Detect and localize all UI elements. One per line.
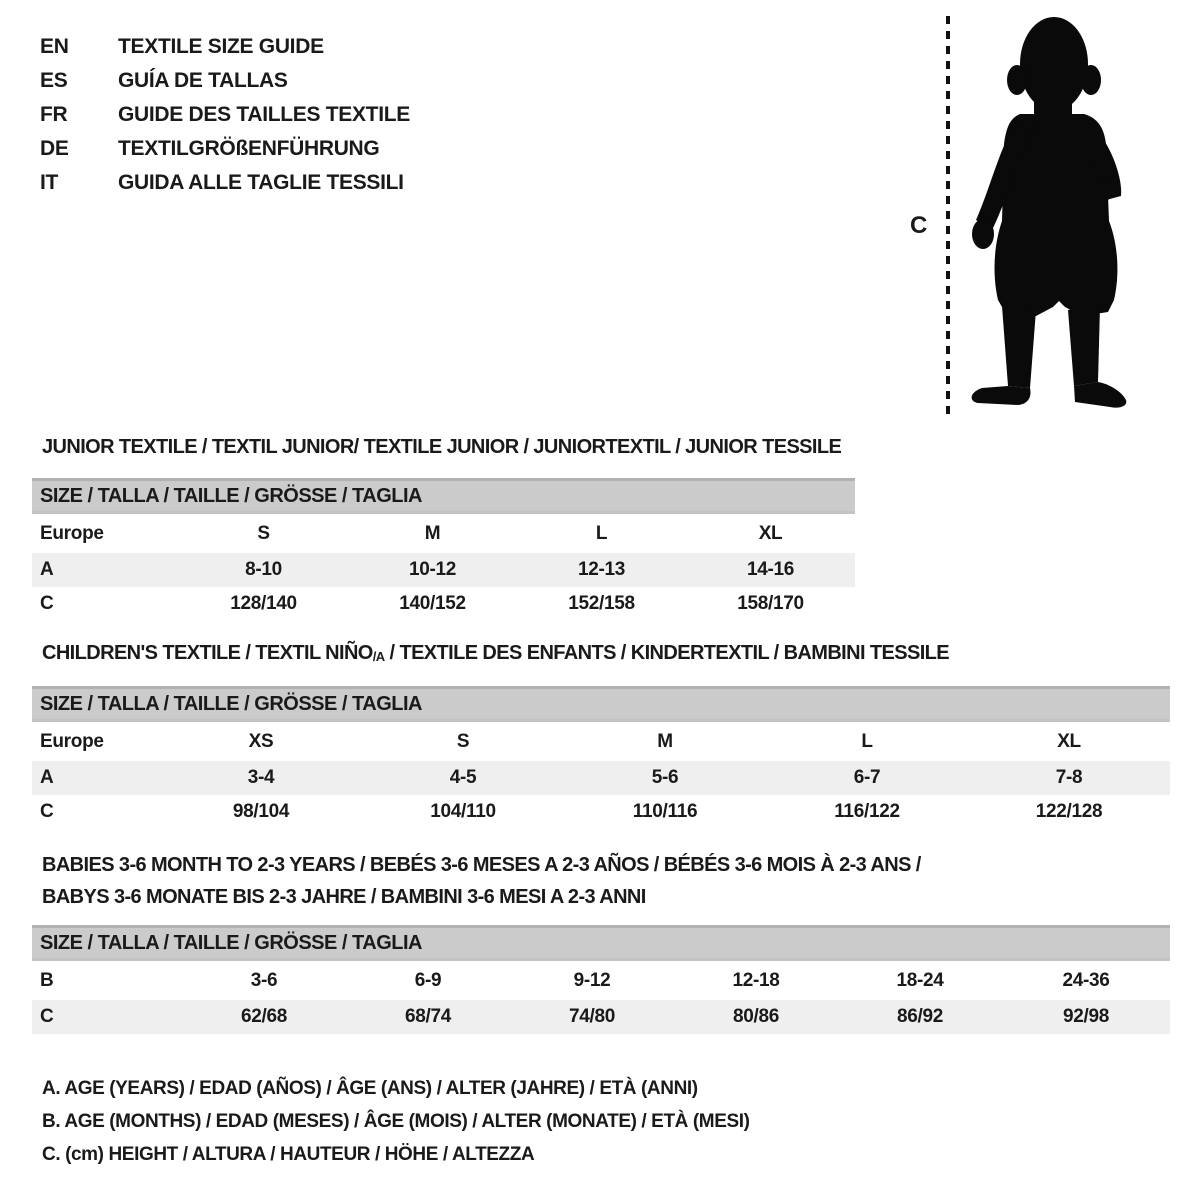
size-value: 14-16 bbox=[746, 559, 795, 580]
size-value: 152/158 bbox=[568, 593, 635, 614]
lang-row-it: IT GUIDA ALLE TAGLIE TESSILI bbox=[40, 166, 410, 200]
junior-size-table: SIZE / TALLA / TAILLE / GRÖSSE / TAGLIA … bbox=[32, 478, 856, 621]
babies-title-line1: BABIES 3-6 MONTH TO 2-3 YEARS / BEBÉS 3-… bbox=[42, 854, 921, 876]
size-value: M bbox=[424, 522, 441, 544]
size-value: 104/110 bbox=[430, 801, 496, 822]
size-value: 74/80 bbox=[568, 1006, 616, 1027]
size-value: 110/116 bbox=[632, 801, 698, 822]
size-value: 10-12 bbox=[408, 559, 457, 580]
size-value: 5-6 bbox=[651, 767, 679, 788]
lang-row-fr: FR GUIDE DES TAILLES TEXTILE bbox=[40, 98, 410, 132]
lang-code: DE bbox=[40, 137, 69, 160]
toddler-silhouette-icon bbox=[971, 17, 1127, 408]
size-value: 158/170 bbox=[737, 593, 804, 614]
legend-line-b: B. AGE (MONTHS) / EDAD (MESES) / ÂGE (MO… bbox=[42, 1111, 750, 1132]
row-label: Europe bbox=[40, 730, 104, 752]
size-value: 128/140 bbox=[230, 593, 297, 614]
size-value: M bbox=[657, 730, 673, 752]
row-label: Europe bbox=[40, 522, 104, 544]
lang-label: GUÍA DE TALLAS bbox=[118, 69, 288, 92]
table-row: C 98/104 104/110 110/116 116/122 122/128 bbox=[32, 795, 1170, 829]
children-size-table: SIZE / TALLA / TAILLE / GRÖSSE / TAGLIA … bbox=[32, 686, 1171, 829]
lang-code: EN bbox=[40, 35, 69, 58]
size-value: 12-13 bbox=[577, 559, 626, 580]
row-label: B bbox=[40, 969, 54, 991]
height-dashed-line bbox=[946, 16, 950, 416]
size-value: 6-9 bbox=[414, 969, 442, 991]
size-value: 140/152 bbox=[399, 593, 466, 614]
babies-title-line2: BABYS 3-6 MONATE BIS 2-3 JAHRE / BAMBINI… bbox=[42, 886, 646, 908]
size-value: 12-18 bbox=[732, 969, 780, 991]
size-value: 86/92 bbox=[896, 1006, 944, 1027]
size-value: 7-8 bbox=[1055, 767, 1083, 788]
lang-row-en: EN TEXTILE SIZE GUIDE bbox=[40, 30, 410, 64]
table-row: C 128/140 140/152 152/158 158/170 bbox=[32, 587, 855, 621]
size-value: L bbox=[595, 522, 608, 544]
language-title-block: EN TEXTILE SIZE GUIDE ES GUÍA DE TALLAS … bbox=[40, 30, 410, 200]
lang-code: IT bbox=[40, 171, 59, 194]
size-value: 122/128 bbox=[1035, 801, 1103, 822]
size-value: 92/98 bbox=[1062, 1006, 1110, 1027]
legend-line-a: A. AGE (YEARS) / EDAD (AÑOS) / ÂGE (ANS)… bbox=[42, 1078, 698, 1099]
lang-row-es: ES GUÍA DE TALLAS bbox=[40, 64, 410, 98]
size-value: 80/86 bbox=[732, 1006, 780, 1027]
size-value: 62/68 bbox=[240, 1006, 288, 1027]
size-value: 4-5 bbox=[449, 767, 477, 788]
size-value: 68/74 bbox=[404, 1006, 452, 1027]
measurement-legend: A. AGE (YEARS) / EDAD (AÑOS) / ÂGE (ANS)… bbox=[42, 1072, 750, 1171]
lang-code: FR bbox=[40, 103, 68, 126]
table-row: A 3-4 4-5 5-6 6-7 7-8 bbox=[32, 761, 1171, 795]
size-value: L bbox=[861, 730, 873, 752]
size-value: 18-24 bbox=[896, 969, 944, 991]
children-title-pre: CHILDREN'S TEXTILE / TEXTIL NIÑO bbox=[42, 642, 373, 664]
size-value: 116/122 bbox=[834, 801, 900, 822]
row-label: C bbox=[40, 1006, 54, 1027]
junior-section-title: JUNIOR TEXTILE / TEXTIL JUNIOR/ TEXTILE … bbox=[42, 436, 842, 458]
size-value: 9-12 bbox=[573, 969, 611, 991]
size-value: S bbox=[257, 522, 270, 544]
lang-code: ES bbox=[40, 69, 68, 92]
height-measure-label: C bbox=[910, 212, 928, 239]
children-title-post: / TEXTILE DES ENFANTS / KINDERTEXTIL / B… bbox=[384, 642, 950, 664]
size-value: S bbox=[456, 730, 470, 752]
row-label: C bbox=[40, 593, 54, 614]
row-label: C bbox=[40, 801, 54, 822]
row-label: A bbox=[40, 767, 54, 788]
size-header-bar: SIZE / TALLA / TAILLE / GRÖSSE / TAGLIA bbox=[32, 478, 856, 514]
children-title-sub: /A bbox=[372, 649, 385, 664]
size-header-bar: SIZE / TALLA / TAILLE / GRÖSSE / TAGLIA bbox=[32, 686, 1171, 722]
table-row: Europe XS S M L XL bbox=[32, 721, 1170, 762]
lang-label: TEXTILGRÖßENFÜHRUNG bbox=[118, 137, 380, 160]
size-value: XL bbox=[1057, 730, 1081, 752]
legend-line-c: C. (cm) HEIGHT / ALTURA / HAUTEUR / HÖHE… bbox=[42, 1144, 535, 1165]
size-value: 6-7 bbox=[853, 767, 881, 788]
size-value: 8-10 bbox=[245, 559, 282, 580]
table-row: Europe S M L XL bbox=[32, 513, 855, 554]
table-row: C 62/68 68/74 74/80 80/86 86/92 92/98 bbox=[32, 1000, 1170, 1034]
size-value: 98/104 bbox=[232, 801, 290, 822]
size-header-bar: SIZE / TALLA / TAILLE / GRÖSSE / TAGLIA bbox=[32, 925, 1170, 961]
size-value: XL bbox=[758, 522, 783, 544]
size-value: 24-36 bbox=[1062, 969, 1110, 991]
children-section-title: CHILDREN'S TEXTILE / TEXTIL NIÑO/A / TEX… bbox=[42, 642, 950, 665]
lang-row-de: DE TEXTILGRÖßENFÜHRUNG bbox=[40, 132, 410, 166]
table-row: A 8-10 10-12 12-13 14-16 bbox=[32, 553, 856, 587]
lang-label: GUIDE DES TAILLES TEXTILE bbox=[118, 103, 410, 126]
size-value: 3-6 bbox=[250, 969, 278, 991]
babies-size-table: SIZE / TALLA / TAILLE / GRÖSSE / TAGLIA … bbox=[32, 925, 1170, 1034]
table-row: B 3-6 6-9 9-12 12-18 18-24 24-36 bbox=[32, 960, 1170, 1001]
row-label: A bbox=[40, 559, 54, 580]
lang-label: GUIDA ALLE TAGLIE TESSILI bbox=[118, 171, 404, 194]
babies-section-title: BABIES 3-6 MONTH TO 2-3 YEARS / BEBÉS 3-… bbox=[42, 849, 921, 913]
size-value: XS bbox=[248, 730, 274, 752]
lang-label: TEXTILE SIZE GUIDE bbox=[118, 35, 324, 58]
size-value: 3-4 bbox=[247, 767, 275, 788]
